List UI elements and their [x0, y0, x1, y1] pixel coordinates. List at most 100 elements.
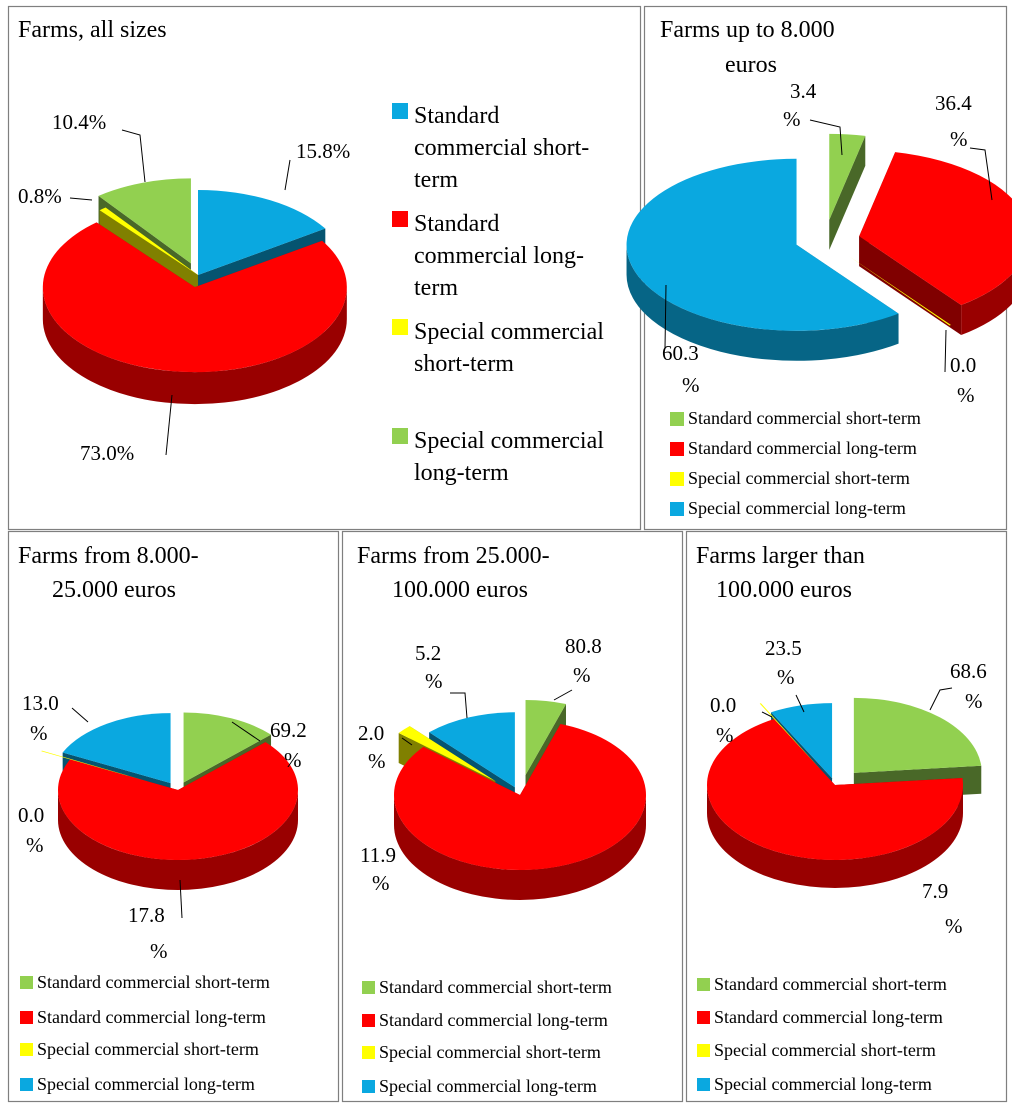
pie-slice-4 [626, 158, 899, 331]
legend-entry: Special commercial long-term [688, 498, 906, 518]
legend-swatch [697, 1011, 710, 1024]
leader-line [795, 694, 805, 713]
leader-line [929, 687, 953, 711]
legend-entry: Special commercial long-term [414, 428, 604, 486]
legend-entry: Special commercial long-term [37, 1074, 255, 1094]
pie-slice-4 [98, 178, 191, 264]
pie-slice-1 [853, 697, 982, 773]
pie-slice-2 [57, 742, 298, 861]
slice-side-wall [829, 135, 866, 250]
legend-entry: Special commercial long-term [714, 1074, 932, 1094]
legend-swatch [697, 1044, 710, 1057]
legend-entry: Standard commercial long-term [714, 1007, 943, 1027]
pie-slices [41, 712, 298, 890]
data-label: 5.2% [415, 641, 443, 693]
leader-line [231, 721, 261, 742]
chart-title: Farms, all sizes [18, 17, 167, 43]
pie-slice-1 [183, 712, 272, 783]
pie-chart-5: Farms larger than 100.000 euros 23.5% 68.6%… [685, 530, 1008, 1103]
legend-swatch [392, 211, 408, 227]
leader-line [179, 879, 183, 919]
legend-entry: Standard commercial long-term [414, 211, 584, 301]
legend-entry: Special commercial short-term [37, 1039, 259, 1059]
slice-outer-wall [42, 287, 347, 405]
legend: Standard commercial short-term Standard c… [20, 972, 270, 1094]
data-label: 0.0% [710, 693, 736, 747]
legend-swatch [697, 1078, 710, 1091]
leader-line [71, 707, 89, 723]
leader-line [944, 329, 947, 373]
data-label: 10.4% [52, 110, 106, 134]
chart-title: Farms from 25.000-100.000 euros [357, 543, 550, 603]
leader-line [450, 692, 468, 719]
pie-slice-3 [398, 726, 496, 782]
pie-slice-4 [771, 703, 833, 779]
legend-swatch [392, 319, 408, 335]
pie-slice-3 [848, 256, 951, 326]
data-label: 11.9% [360, 843, 396, 895]
slice-side-wall [859, 236, 962, 336]
pie-slice-2 [393, 723, 646, 871]
data-label: 0.0% [18, 803, 44, 857]
legend-entry: Standard commercial short-term [414, 103, 589, 193]
chart-title: Farms up to 8.000 euros [660, 17, 835, 78]
legend: Standard commercial short-term Standard c… [670, 408, 921, 518]
pie-slice-2 [42, 222, 347, 373]
leader-line [284, 159, 291, 191]
legend-entry: Standard commercial short-term [714, 974, 947, 994]
legend-swatch [20, 1043, 33, 1056]
legend-swatch [670, 472, 684, 486]
legend-entry: Standard commercial short-term [379, 977, 612, 997]
slice-outer-wall [961, 273, 1012, 336]
legend-swatch [670, 412, 684, 426]
pie-slices [393, 700, 646, 900]
legend-swatch [20, 1078, 33, 1091]
legend-entry: Special commercial short-term [714, 1040, 936, 1060]
data-label: 0.0% [950, 353, 976, 407]
leader-line [761, 711, 773, 718]
pie-chart-4: Farms from 25.000-100.000 euros 5.2 % 80.8%… [341, 530, 684, 1103]
leader-line [809, 119, 843, 156]
legend-swatch [362, 1080, 375, 1093]
legend-swatch [362, 1046, 375, 1059]
chart-title: Farms from 8.000-25.000 euros [18, 543, 199, 603]
leader-line [165, 394, 173, 456]
chart-panel-border [685, 530, 1008, 1103]
legend-swatch [20, 1011, 33, 1024]
legend-entry: Special commercial short-term [379, 1042, 601, 1062]
legend-entry: Standard commercial long-term [37, 1007, 266, 1027]
pie-slice-2 [707, 719, 963, 861]
data-label: 60.3% [662, 341, 700, 397]
pie-slice-3 [759, 703, 821, 770]
legend: Standard commercial short-term Standard c… [697, 974, 947, 1094]
data-label: 3.4% [783, 79, 817, 131]
leader-line [401, 737, 413, 746]
legend-entry: Standard commercial long-term [379, 1010, 608, 1030]
leader-line [121, 129, 146, 183]
data-label: 17.8% [128, 903, 168, 963]
legend-swatch [20, 976, 33, 989]
pie-slice-1 [525, 700, 567, 776]
chart-panel-border [341, 530, 684, 1103]
legend: Standard commercial short-term Standard c… [362, 977, 612, 1096]
leader-line [969, 147, 993, 201]
legend-swatch [362, 1014, 375, 1027]
leader-line [69, 197, 93, 201]
chart-panel-border [7, 530, 340, 1103]
data-label: 80.8% [565, 634, 602, 687]
pie-slice-4 [429, 712, 515, 788]
pie-slice-3 [41, 750, 150, 782]
legend-entry: Special commercial short-term [414, 319, 604, 377]
data-label: 0.8% [18, 184, 62, 208]
data-label: 73.0% [80, 441, 134, 465]
data-label: 23.5% [765, 636, 802, 689]
legend: Standard commercial short-term Standard com… [392, 103, 604, 486]
slice-outer-wall [394, 795, 646, 900]
data-label: 2.0% [358, 721, 386, 773]
pie-chart-3: Farms from 8.000-25.000 euros 13.0% 69.2 % 0… [7, 530, 340, 1103]
legend-swatch [392, 428, 408, 444]
legend-swatch [670, 442, 684, 456]
slice-outer-wall [707, 785, 963, 888]
